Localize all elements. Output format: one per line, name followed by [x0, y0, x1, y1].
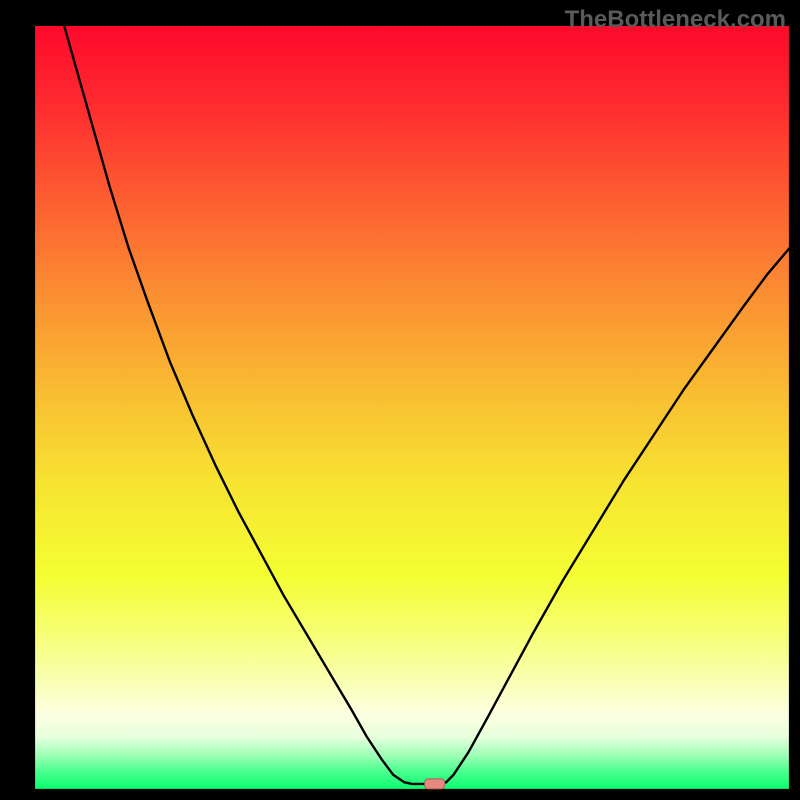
plot-area — [34, 26, 790, 790]
bottleneck-curve — [34, 26, 790, 790]
watermark-label: TheBottleneck.com — [565, 6, 786, 34]
operating-point-marker — [424, 778, 446, 789]
